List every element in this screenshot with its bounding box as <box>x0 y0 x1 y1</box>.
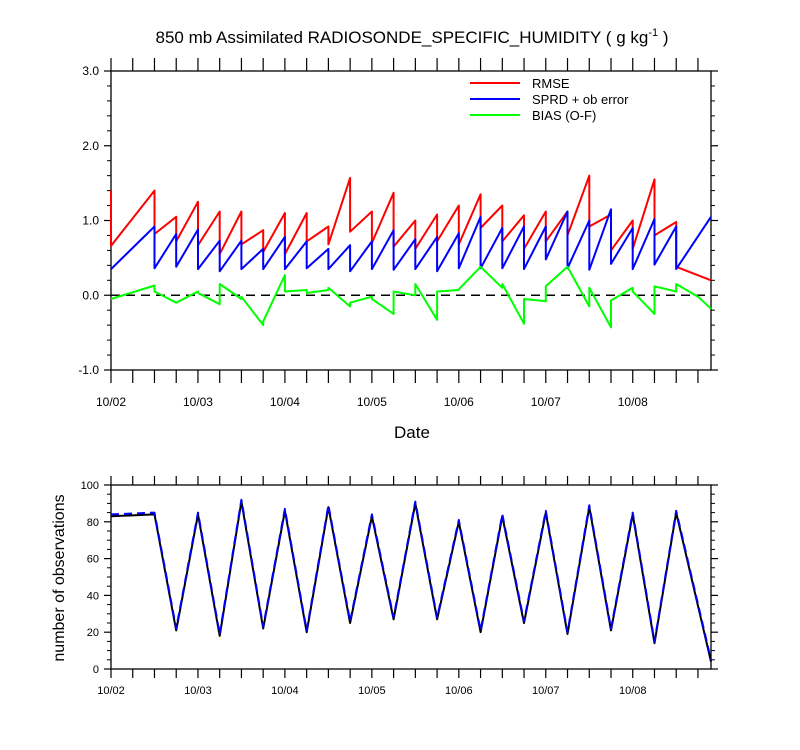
series-line-observations-assimilated <box>110 498 712 661</box>
x-axis-label: Date <box>394 423 430 442</box>
chart-title: 850 mb Assimilated RADIOSONDE_SPECIFIC_H… <box>156 27 669 47</box>
x-tick-label: 10/06 <box>445 685 473 697</box>
y-tick-label: 0.0 <box>82 288 99 302</box>
x-tick-label: 10/07 <box>532 685 560 697</box>
x-tick-label: 10/04 <box>270 395 300 409</box>
x-tick-label: 10/08 <box>619 685 647 697</box>
x-tick-label: 10/05 <box>357 395 387 409</box>
y-tick-label: 1.0 <box>82 214 99 228</box>
x-tick-label: 10/02 <box>97 685 125 697</box>
y-tick-label: 100 <box>81 480 99 492</box>
bottom-panel-plot <box>110 498 712 662</box>
y-tick-label: 80 <box>87 517 99 529</box>
plot-frame <box>110 70 712 371</box>
y-tick-label: 0 <box>93 664 99 676</box>
legend-label: SPRD + ob error <box>532 92 629 107</box>
x-tick-label: 10/03 <box>183 395 213 409</box>
top-panel-axes: 10/02 10/03 10/04 10/05 10/06 10/07 10/08 -1.0 0… <box>78 58 718 409</box>
top-panel-plot <box>110 174 712 329</box>
legend-label: RMSE <box>532 76 570 91</box>
x-tick-label: 10/07 <box>531 395 561 409</box>
x-tick-label: 10/03 <box>184 685 212 697</box>
bottom-panel-axes: 10/02 10/03 10/04 10/05 10/06 10/07 10/08 0 20 40… <box>81 476 718 697</box>
series-line-bias-o-f <box>110 265 712 329</box>
series-line-sprd-ob-error <box>110 208 712 273</box>
y-axis-label: number of observations <box>51 494 68 661</box>
y-tick-label: 20 <box>87 627 99 639</box>
y-tick-label: -1.0 <box>78 363 99 377</box>
y-tick-label: 60 <box>87 554 99 566</box>
x-tick-label: 10/02 <box>96 395 126 409</box>
x-tick-label: 10/04 <box>271 685 299 697</box>
y-tick-label: 2.0 <box>82 139 99 153</box>
y-tick-label: 40 <box>87 590 99 602</box>
x-tick-label: 10/05 <box>358 685 386 697</box>
x-tick-label: 10/06 <box>444 395 474 409</box>
y-tick-label: 3.0 <box>82 64 99 78</box>
x-tick-label: 10/08 <box>618 395 648 409</box>
legend-label: BIAS (O-F) <box>532 108 596 123</box>
